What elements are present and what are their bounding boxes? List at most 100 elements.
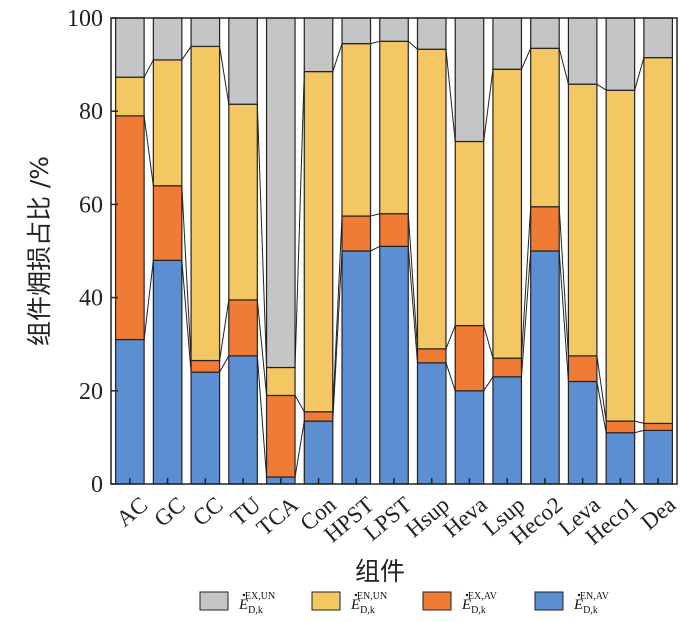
y-tick-label: 80 xyxy=(79,99,103,125)
bar-cc-series-1 xyxy=(190,359,221,373)
bar-dea-series-3 xyxy=(643,17,673,59)
connector-line xyxy=(294,71,305,368)
legend-swatch xyxy=(534,591,564,611)
bar-tca-series-2 xyxy=(265,366,296,397)
legend-dot-accent xyxy=(242,593,246,597)
x-tick-label-dea: Dea xyxy=(636,492,680,535)
bar-tca-series-3 xyxy=(265,17,296,369)
bar-heco2-series-0 xyxy=(530,250,560,485)
bar-heva-series-1 xyxy=(454,324,485,392)
bar-heco1-series-1 xyxy=(605,420,636,434)
connector-line xyxy=(596,381,607,433)
bar-gc-series-2 xyxy=(152,59,183,187)
bar-con-series-2 xyxy=(303,70,334,413)
legend-dot-accent xyxy=(577,593,581,597)
connector-line xyxy=(520,250,532,377)
connector-line xyxy=(143,115,154,186)
x-tick-label-cc: CC xyxy=(188,492,228,531)
bar-lpst-series-3 xyxy=(379,17,409,42)
x-tick-label-ac: AC xyxy=(112,492,153,532)
connector-line xyxy=(143,260,154,340)
connector-line xyxy=(332,216,343,412)
connector-line xyxy=(332,250,343,422)
connector-line xyxy=(445,49,456,142)
bar-hpst-series-0 xyxy=(341,250,372,485)
bar-leva-series-1 xyxy=(567,355,598,383)
connector-line xyxy=(445,325,456,350)
bar-con-series-1 xyxy=(303,411,334,422)
connector-line xyxy=(332,43,343,72)
bar-gc-series-3 xyxy=(152,17,183,61)
bar-dea-series-1 xyxy=(643,422,673,432)
bar-hsup-series-1 xyxy=(416,348,447,364)
bar-heco1-series-3 xyxy=(605,17,636,91)
y-tick-label: 100 xyxy=(67,6,103,32)
bar-heva-series-3 xyxy=(454,17,485,143)
connector-line xyxy=(407,40,418,50)
bar-hpst-series-1 xyxy=(341,215,372,252)
connector-line xyxy=(483,325,494,359)
connector-line xyxy=(256,355,268,478)
bar-hsup-series-3 xyxy=(416,17,447,50)
bar-lpst-series-0 xyxy=(379,245,409,485)
legend-label: ED,kEN,UN xyxy=(350,591,387,616)
connector-line xyxy=(370,245,380,252)
connector-line xyxy=(370,40,380,45)
connector-line xyxy=(596,83,607,91)
connector-line xyxy=(634,57,645,91)
bar-dea-series-2 xyxy=(643,57,673,425)
bar-tu-series-0 xyxy=(228,355,258,485)
connector-line xyxy=(558,206,569,356)
bar-leva-series-3 xyxy=(567,17,598,85)
bar-tu-series-1 xyxy=(228,299,258,357)
y-axis: 0 20 40 60 80 100 xyxy=(67,6,118,498)
bar-ac-series-2 xyxy=(115,76,145,117)
legend: ED,kEX,UN ED,kEN,UN ED,kEX,AV ED,kEN,AV xyxy=(199,591,610,616)
bar-gc-series-1 xyxy=(152,185,183,261)
legend-swatch xyxy=(311,591,341,611)
bar-cc-series-2 xyxy=(190,45,221,362)
bar-lsup-series-3 xyxy=(492,17,523,70)
connector-line xyxy=(634,429,645,434)
bar-gc-series-0 xyxy=(152,259,183,485)
connector-line xyxy=(181,260,192,373)
bar-heco2-series-1 xyxy=(530,206,560,252)
connector-line xyxy=(596,355,607,422)
connector-line xyxy=(294,395,305,413)
bar-heco1-series-2 xyxy=(605,89,636,422)
bar-cc-series-0 xyxy=(190,371,221,485)
bar-ac-series-0 xyxy=(115,338,145,485)
legend-dot-accent xyxy=(465,593,469,597)
connector-line xyxy=(483,376,494,392)
bar-heco2-series-3 xyxy=(530,17,560,49)
connector-line xyxy=(219,46,230,105)
bar-con-series-0 xyxy=(303,420,334,485)
bar-ac-series-1 xyxy=(115,115,145,341)
y-axis-title: 组件㶲损占比 /% xyxy=(25,156,54,346)
connector-line xyxy=(256,104,268,368)
bar-ac-series-3 xyxy=(115,17,145,78)
bar-dea-series-0 xyxy=(643,429,673,485)
connector-line xyxy=(370,213,380,217)
connector-line xyxy=(558,48,569,85)
connector-line xyxy=(634,420,645,424)
x-axis-title: 组件 xyxy=(355,557,405,586)
connector-line xyxy=(143,59,154,78)
bar-heco1-series-0 xyxy=(605,432,636,485)
bar-lsup-series-1 xyxy=(492,357,523,378)
bar-hpst-series-2 xyxy=(341,43,372,217)
x-tick-label-gc: GC xyxy=(149,492,190,532)
connector-line xyxy=(483,69,494,142)
legend-label: ED,kEX,AV xyxy=(461,591,498,616)
connector-line xyxy=(181,46,192,61)
x-axis: ACGCCCTUTCAConHPSTLPSTHsupHevaLsupHeco2L… xyxy=(112,478,680,550)
y-tick-label: 40 xyxy=(79,286,103,312)
bar-lpst-series-1 xyxy=(379,213,409,247)
y-tick-label: 20 xyxy=(79,379,103,405)
connector-line xyxy=(407,246,418,363)
bar-hpst-series-3 xyxy=(341,17,372,45)
bar-lpst-series-2 xyxy=(379,40,409,215)
legend-dot-accent xyxy=(354,593,358,597)
bar-cc-series-3 xyxy=(190,17,221,48)
